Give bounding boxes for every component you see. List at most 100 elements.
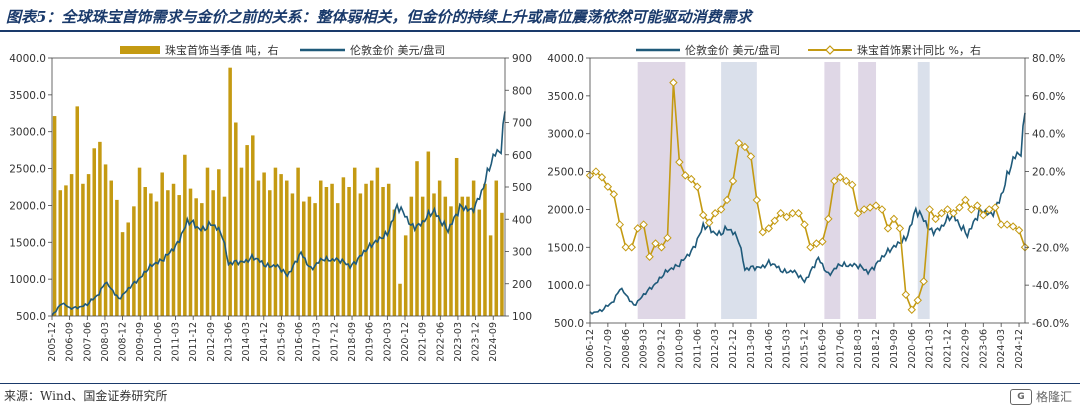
jewelry-bar <box>341 177 346 316</box>
y-right-tick-label: -60.0% <box>1032 318 1069 330</box>
jewelry-bar <box>177 195 181 316</box>
yoy-marker <box>859 205 869 214</box>
jewelry-yoy-markers <box>585 78 1030 314</box>
jewelry-bar <box>381 187 385 316</box>
x-tick-label: 2024-12 <box>1014 329 1025 369</box>
jewelry-bar <box>149 193 153 316</box>
jewelry-bar <box>313 203 317 316</box>
y-right-tick-label: 100 <box>512 311 532 323</box>
jewelry-bar <box>137 167 142 316</box>
jewelry-bar <box>205 167 210 316</box>
yoy-marker <box>627 243 636 252</box>
jewelry-bar <box>109 180 113 316</box>
y-right-tick-label: 300 <box>512 247 532 259</box>
yoy-marker <box>824 214 833 224</box>
jewelry-bar <box>194 198 198 316</box>
right-chart-axes: 500.0 1000.0 1500.0 2000.0 2500.0 3000.0 3500.… <box>547 53 1069 369</box>
y-left-tick-label: 2000.0 <box>547 204 584 216</box>
jewelry-bar <box>279 174 283 316</box>
jewelry-bar <box>234 122 238 316</box>
yoy-marker <box>949 209 958 218</box>
x-tick-label: 2014-12 <box>259 322 270 362</box>
yoy-marker <box>609 190 619 199</box>
jewelry-bar <box>239 167 244 316</box>
yoy-marker <box>591 167 601 176</box>
yoy-marker <box>782 212 791 222</box>
yoy-marker <box>1014 226 1024 235</box>
yoy-marker <box>847 180 857 190</box>
y-right-tick-label: 400 <box>512 214 532 226</box>
jewelry-bar <box>352 167 357 316</box>
yoy-marker <box>943 205 952 214</box>
yoy-marker <box>603 182 613 191</box>
x-tick-label: 2007-09 <box>603 329 614 369</box>
footer-rule <box>0 383 1080 384</box>
jewelry-bar <box>245 145 249 316</box>
jewelry-bar <box>460 196 465 316</box>
yoy-marker <box>710 209 720 218</box>
y-right-tick-label: 700 <box>512 118 532 130</box>
jewelry-bar <box>324 187 329 316</box>
jewelry-bar <box>449 206 453 316</box>
x-tick-label: 2012-09 <box>206 322 217 362</box>
y-right-tick-label: 60.0% <box>1032 91 1065 103</box>
jewelry-bar <box>211 190 215 316</box>
jewelry-bar <box>81 183 85 316</box>
x-tick-label: 2011-12 <box>188 322 199 362</box>
gold-price-line <box>51 111 506 316</box>
yoy-marker <box>961 195 970 205</box>
x-tick-label: 2015-09 <box>276 322 287 362</box>
x-tick-label: 2012-12 <box>728 329 739 369</box>
yoy-marker <box>663 233 672 243</box>
jewelry-bar <box>330 183 334 316</box>
yoy-marker <box>865 203 875 212</box>
yoy-marker <box>907 305 916 314</box>
x-tick-label: 2019-09 <box>889 329 900 369</box>
x-tick-label: 2018-03 <box>853 329 864 369</box>
jewelry-quarterly-bars <box>52 67 504 316</box>
jewelry-bar <box>228 67 232 316</box>
y-left-tick-label: 2500.0 <box>547 167 584 179</box>
y-right-tick-label: -20.0% <box>1032 242 1069 254</box>
x-tick-label: 2017-03 <box>312 322 323 362</box>
jewelry-bar <box>477 209 482 316</box>
x-tick-label: 2011-03 <box>171 322 182 362</box>
jewelry-bar <box>120 232 125 316</box>
jewelry-bar <box>392 209 397 316</box>
jewelry-bar <box>256 180 261 316</box>
yoy-marker <box>973 201 982 210</box>
watermark-logo-icon: G <box>1009 388 1032 405</box>
yoy-marker <box>740 142 750 152</box>
jewelry-bar <box>296 167 300 316</box>
jewelry-bar <box>409 196 414 316</box>
yoy-marker <box>925 205 934 214</box>
y-right-tick-label: 800 <box>512 85 532 97</box>
x-tick-label: 2005-12 <box>47 322 58 362</box>
shaded-period-band <box>637 62 686 319</box>
jewelry-bar <box>132 206 136 316</box>
y-right-tick-label: 0.0% <box>1032 204 1059 216</box>
x-tick-label: 2024-09 <box>488 322 499 362</box>
jewelry-bar <box>426 151 431 316</box>
x-tick-label: 2006-12 <box>585 329 596 369</box>
jewelry-bar <box>58 190 63 316</box>
shaded-period-band <box>917 62 930 319</box>
yoy-marker <box>871 201 881 210</box>
yoy-marker <box>687 174 696 184</box>
y-left-tick-label: 2500.0 <box>9 164 46 176</box>
y-left-tick-label: 500.0 <box>554 318 584 330</box>
yoy-marker <box>597 173 607 182</box>
yoy-marker <box>830 176 839 186</box>
jewelry-bar <box>160 172 164 316</box>
legend-label-gold: 伦敦金价 美元/盘司 <box>685 43 780 57</box>
y-right-tick-label: -40.0% <box>1032 280 1069 292</box>
jewelry-bar <box>466 196 470 316</box>
yoy-marker <box>699 210 708 220</box>
jewelry-bar <box>301 201 306 316</box>
x-tick-label: 2010-09 <box>674 329 685 369</box>
yoy-marker <box>758 227 768 237</box>
plot-frame <box>51 57 506 317</box>
yoy-marker <box>901 290 911 299</box>
legend-marker-yoy <box>825 45 835 55</box>
x-tick-label: 2018-12 <box>871 329 882 369</box>
